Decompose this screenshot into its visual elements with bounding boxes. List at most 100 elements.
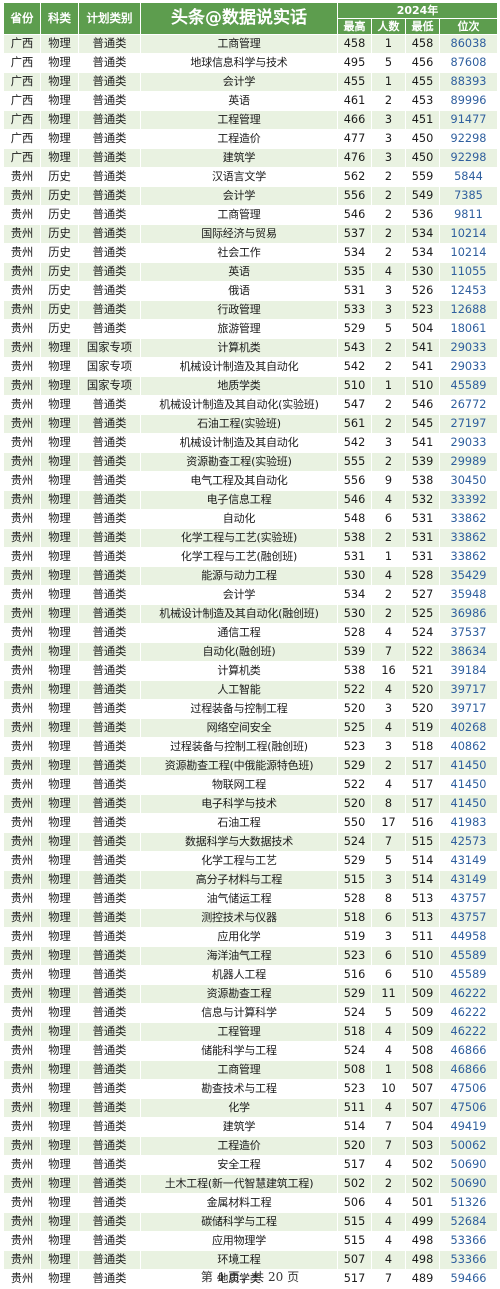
header-max: 最高 bbox=[337, 18, 372, 35]
subject-cell: 历史 bbox=[40, 243, 79, 263]
table-row: 广西 物理 普通类 英语 461 2 453 89996 bbox=[3, 91, 498, 111]
major-cell: 工程管理 bbox=[140, 110, 338, 130]
table-row: 贵州 物理 普通类 土木工程(新一代智慧建筑工程) 502 2 502 50690 bbox=[3, 1174, 498, 1194]
major-cell: 环境工程 bbox=[140, 1250, 338, 1270]
rank-cell: 29033 bbox=[439, 433, 498, 453]
table-row: 贵州 物理 普通类 安全工程 517 4 502 50690 bbox=[3, 1155, 498, 1175]
plan-cell: 普通类 bbox=[78, 1212, 141, 1232]
province-cell: 贵州 bbox=[3, 566, 41, 586]
plan-cell: 国家专项 bbox=[78, 338, 141, 358]
max-score-cell: 546 bbox=[337, 490, 372, 510]
rank-cell: 50690 bbox=[439, 1174, 498, 1194]
major-cell: 工程管理 bbox=[140, 1022, 338, 1042]
table-row: 贵州 历史 普通类 国际经济与贸易 537 2 534 10214 bbox=[3, 224, 498, 244]
plan-cell: 普通类 bbox=[78, 1060, 141, 1080]
max-score-cell: 529 bbox=[337, 851, 372, 871]
subject-cell: 物理 bbox=[40, 908, 79, 928]
province-cell: 广西 bbox=[3, 91, 41, 111]
min-score-cell: 511 bbox=[405, 927, 440, 947]
plan-cell: 普通类 bbox=[78, 300, 141, 320]
table-row: 贵州 物理 普通类 工商管理 508 1 508 46866 bbox=[3, 1060, 498, 1080]
rank-cell: 46866 bbox=[439, 1060, 498, 1080]
province-cell: 贵州 bbox=[3, 243, 41, 263]
table-row: 贵州 物理 普通类 金属材料工程 506 4 501 51326 bbox=[3, 1193, 498, 1213]
count-cell: 1 bbox=[371, 376, 406, 396]
table-row: 贵州 物理 普通类 数据科学与大数据技术 524 7 515 42573 bbox=[3, 832, 498, 852]
max-score-cell: 511 bbox=[337, 1098, 372, 1118]
rank-cell: 51326 bbox=[439, 1193, 498, 1213]
count-cell: 17 bbox=[371, 813, 406, 833]
major-cell: 工商管理 bbox=[140, 1060, 338, 1080]
major-cell: 碳储科学与工程 bbox=[140, 1212, 338, 1232]
max-score-cell: 529 bbox=[337, 756, 372, 776]
count-cell: 4 bbox=[371, 1250, 406, 1270]
province-cell: 贵州 bbox=[3, 756, 41, 776]
plan-cell: 普通类 bbox=[78, 34, 141, 54]
max-score-cell: 520 bbox=[337, 794, 372, 814]
min-score-cell: 507 bbox=[405, 1098, 440, 1118]
table-row: 贵州 物理 普通类 勘查技术与工程 523 10 507 47506 bbox=[3, 1079, 498, 1099]
min-score-cell: 531 bbox=[405, 509, 440, 529]
max-score-cell: 542 bbox=[337, 433, 372, 453]
major-cell: 会计学 bbox=[140, 72, 338, 92]
count-cell: 2 bbox=[371, 357, 406, 377]
subject-cell: 历史 bbox=[40, 319, 79, 339]
province-cell: 贵州 bbox=[3, 1117, 41, 1137]
max-score-cell: 502 bbox=[337, 1174, 372, 1194]
count-cell: 4 bbox=[371, 718, 406, 738]
table-row: 贵州 物理 普通类 通信工程 528 4 524 37537 bbox=[3, 623, 498, 643]
max-score-cell: 547 bbox=[337, 395, 372, 415]
rank-cell: 33862 bbox=[439, 528, 498, 548]
min-score-cell: 520 bbox=[405, 699, 440, 719]
count-cell: 4 bbox=[371, 1098, 406, 1118]
rank-cell: 5844 bbox=[439, 167, 498, 187]
subject-cell: 物理 bbox=[40, 1041, 79, 1061]
count-cell: 7 bbox=[371, 832, 406, 852]
major-cell: 会计学 bbox=[140, 186, 338, 206]
rank-cell: 43757 bbox=[439, 889, 498, 909]
max-score-cell: 519 bbox=[337, 927, 372, 947]
province-cell: 贵州 bbox=[3, 509, 41, 529]
max-score-cell: 531 bbox=[337, 281, 372, 301]
min-score-cell: 545 bbox=[405, 414, 440, 434]
major-cell: 测控技术与仪器 bbox=[140, 908, 338, 928]
rank-cell: 35948 bbox=[439, 585, 498, 605]
subject-cell: 物理 bbox=[40, 1117, 79, 1137]
table-row: 贵州 物理 普通类 环境工程 507 4 498 53366 bbox=[3, 1250, 498, 1270]
plan-cell: 普通类 bbox=[78, 699, 141, 719]
table-row: 贵州 物理 普通类 能源与动力工程 530 4 528 35429 bbox=[3, 566, 498, 586]
count-cell: 7 bbox=[371, 642, 406, 662]
province-cell: 贵州 bbox=[3, 338, 41, 358]
subject-cell: 物理 bbox=[40, 566, 79, 586]
rank-cell: 7385 bbox=[439, 186, 498, 206]
major-cell: 会计学 bbox=[140, 585, 338, 605]
max-score-cell: 539 bbox=[337, 642, 372, 662]
min-score-cell: 538 bbox=[405, 471, 440, 491]
plan-cell: 普通类 bbox=[78, 205, 141, 225]
province-cell: 贵州 bbox=[3, 490, 41, 510]
plan-cell: 普通类 bbox=[78, 1269, 141, 1289]
min-score-cell: 514 bbox=[405, 870, 440, 890]
major-cell: 化学工程与工艺 bbox=[140, 851, 338, 871]
min-score-cell: 453 bbox=[405, 91, 440, 111]
plan-cell: 普通类 bbox=[78, 1098, 141, 1118]
subject-cell: 物理 bbox=[40, 1250, 79, 1270]
major-cell: 油气储运工程 bbox=[140, 889, 338, 909]
min-score-cell: 527 bbox=[405, 585, 440, 605]
province-cell: 贵州 bbox=[3, 262, 41, 282]
max-score-cell: 534 bbox=[337, 243, 372, 263]
plan-cell: 普通类 bbox=[78, 756, 141, 776]
province-cell: 贵州 bbox=[3, 946, 41, 966]
min-score-cell: 530 bbox=[405, 262, 440, 282]
subject-cell: 物理 bbox=[40, 1136, 79, 1156]
province-cell: 贵州 bbox=[3, 851, 41, 871]
major-cell: 工程造价 bbox=[140, 1136, 338, 1156]
max-score-cell: 524 bbox=[337, 1003, 372, 1023]
subject-cell: 历史 bbox=[40, 300, 79, 320]
header-year: 2024年 bbox=[337, 2, 498, 19]
province-cell: 贵州 bbox=[3, 186, 41, 206]
major-cell: 自动化 bbox=[140, 509, 338, 529]
province-cell: 贵州 bbox=[3, 433, 41, 453]
major-cell: 行政管理 bbox=[140, 300, 338, 320]
subject-cell: 物理 bbox=[40, 1212, 79, 1232]
